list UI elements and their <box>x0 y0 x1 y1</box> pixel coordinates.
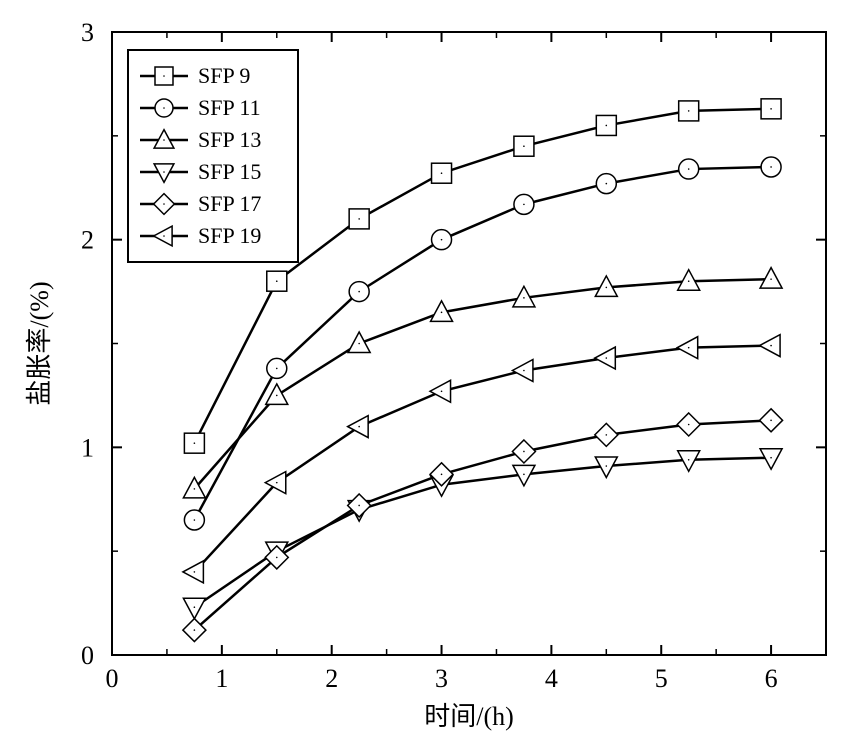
x-tick-label: 4 <box>545 664 558 693</box>
legend: SFP 9 SFP 11 SFP 13 SFP 15 SFP 17 SFP 19 <box>128 50 298 262</box>
x-tick-label: 1 <box>215 664 228 693</box>
legend-label: SFP 9 <box>198 63 250 88</box>
chart-container: 0 1 2 3 4 5 6 0 1 2 3 时间/(h) 盐胀率/(%) SFP 9 SFP 11 SFP 1… <box>0 0 868 753</box>
y-tick-label: 1 <box>81 433 94 462</box>
series-sfp-17 <box>183 409 783 642</box>
legend-label: SFP 13 <box>198 127 261 152</box>
legend-label: SFP 19 <box>198 223 261 248</box>
x-tick-label: 3 <box>435 664 448 693</box>
y-tick-label: 3 <box>81 18 94 47</box>
legend-label: SFP 17 <box>198 191 261 216</box>
x-tick-label: 5 <box>655 664 668 693</box>
x-tick-label: 6 <box>765 664 778 693</box>
legend-label: SFP 11 <box>198 95 261 120</box>
y-tick-label: 0 <box>81 641 94 670</box>
x-tick-label: 2 <box>325 664 338 693</box>
line-chart: 0 1 2 3 4 5 6 0 1 2 3 时间/(h) 盐胀率/(%) SFP 9 SFP 11 SFP 1… <box>0 0 868 753</box>
y-tick-label: 2 <box>81 226 94 255</box>
legend-label: SFP 15 <box>198 159 261 184</box>
series-sfp-15 <box>183 449 782 619</box>
x-axis-label: 时间/(h) <box>424 702 514 731</box>
y-axis-label: 盐胀率/(%) <box>25 281 54 405</box>
x-tick-label: 0 <box>106 664 119 693</box>
